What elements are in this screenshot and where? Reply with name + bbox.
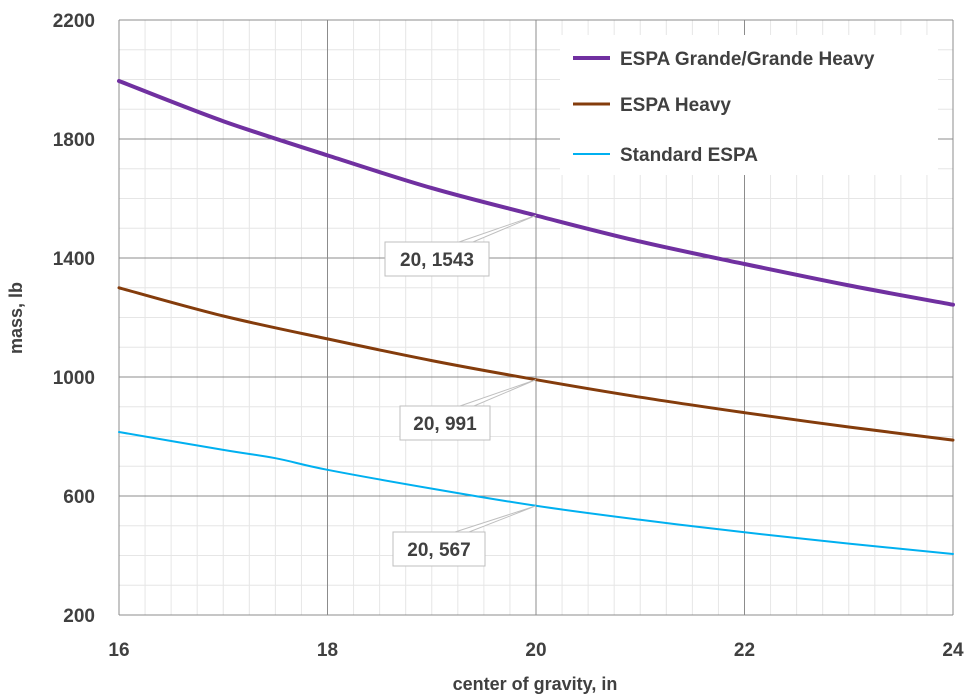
legend-background [560,35,938,175]
x-tick-label: 18 [317,640,338,661]
x-axis-title: center of gravity, in [453,674,618,694]
tick-labels: 200 600 1000 1400 1800 2200 16 18 20 22 24 [53,11,964,661]
y-axis-title: mass, lb [6,282,26,354]
x-tick-label: 20 [525,640,546,661]
legend-entry-espa-grande: ESPA Grande/Grande Heavy [573,49,875,70]
x-tick-label: 24 [942,640,964,661]
data-callouts: 20, 1543 20, 991 20, 567 [384,214,537,567]
legend-label-espa-heavy: ESPA Heavy [620,95,731,116]
callout-box [399,405,491,441]
legend-entry-espa-heavy: ESPA Heavy [573,95,731,116]
callout-label: 20, 567 [407,540,470,561]
y-tick-label: 2200 [53,11,95,32]
callout: 20, 991 [399,379,537,441]
major-gridlines [118,19,954,616]
legend-label-espa-grande: ESPA Grande/Grande Heavy [620,49,875,70]
legend-entry-standard-espa: Standard ESPA [573,145,758,166]
callout-label: 20, 991 [413,414,477,435]
y-tick-label: 200 [63,606,95,627]
y-tick-label: 1000 [53,368,95,389]
y-tick-label: 600 [63,487,95,508]
callout-label: 20, 1543 [400,250,474,271]
callout-box [392,531,486,567]
y-tick-label: 1400 [53,249,95,270]
x-tick-label: 22 [734,640,755,661]
legend-label-standard-espa: Standard ESPA [620,145,758,166]
legend: ESPA Grande/Grande Heavy ESPA Heavy Stan… [560,35,938,175]
series-line-standard-espa [118,431,954,555]
x-tick-label: 16 [108,640,129,661]
callout: 20, 567 [392,505,537,567]
callout-box [384,241,490,277]
callout: 20, 1543 [384,214,537,277]
y-tick-label: 1800 [53,130,95,151]
